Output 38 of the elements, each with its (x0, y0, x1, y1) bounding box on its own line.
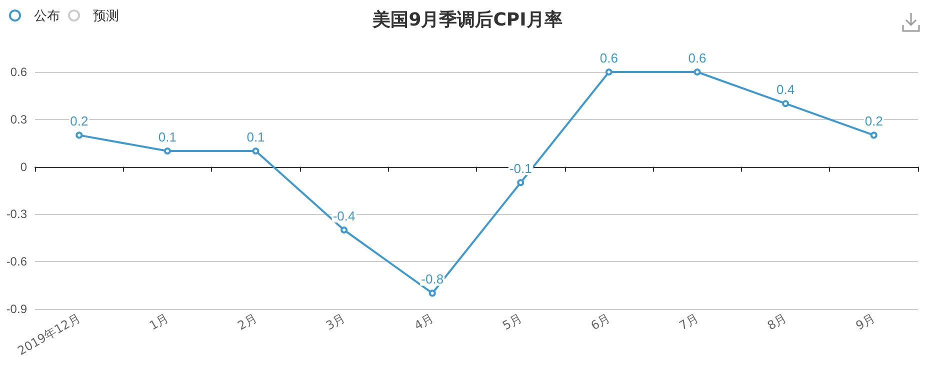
x-tick-label: 7月 (676, 310, 701, 333)
point (252, 148, 260, 154)
x-tick-label: 1月 (146, 310, 171, 333)
y-tick-label: -0.6 (6, 254, 28, 269)
data-label: 0.2 (864, 114, 883, 129)
legend-label: 预测 (93, 8, 119, 23)
point (694, 68, 701, 76)
data-label: -0.1 (509, 161, 532, 176)
point (340, 226, 348, 234)
data-label: 0.1 (158, 130, 176, 144)
data-label: 0.2 (70, 114, 88, 129)
data-label: 0.6 (688, 50, 706, 66)
y-tick-label: 0.3 (10, 112, 28, 126)
x-tick-label: 4月 (412, 310, 436, 333)
y-tick-label: 0 (20, 160, 28, 174)
legend-label: 公布 (34, 8, 60, 23)
point (76, 132, 83, 139)
x-tick-label: 6月 (588, 310, 612, 333)
point (870, 132, 878, 139)
point (517, 179, 524, 186)
data-label: 0.1 (246, 130, 265, 144)
x-tick-label: 3月 (324, 310, 348, 333)
data-label: -0.4 (332, 208, 356, 224)
x-tick-label: 2月 (235, 310, 260, 333)
x-tick-label: 8月 (765, 310, 790, 333)
point (428, 290, 436, 297)
y-tick-label: 0.6 (10, 65, 28, 79)
data-label: -0.8 (421, 272, 444, 287)
x-tick-label: 9月 (853, 310, 878, 333)
x-tick-label: 5月 (500, 310, 524, 333)
data-label: 0.6 (600, 50, 618, 66)
y-tick-label: -0.9 (6, 302, 28, 316)
point (782, 100, 790, 108)
chart-title: 美国9月季调后CPI月率 (372, 10, 562, 30)
point (605, 68, 612, 76)
point (164, 148, 171, 154)
y-tick-label: -0.3 (6, 207, 28, 222)
data-label: 0.4 (776, 82, 795, 98)
